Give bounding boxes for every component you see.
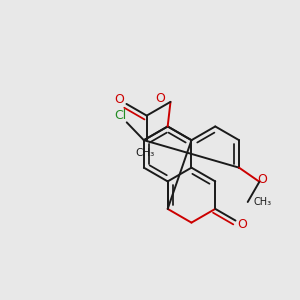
Text: CH₃: CH₃ — [135, 148, 154, 158]
Text: Cl: Cl — [114, 109, 126, 122]
Text: O: O — [114, 93, 124, 106]
Text: O: O — [257, 173, 267, 186]
Text: O: O — [156, 92, 166, 105]
Text: CH₃: CH₃ — [254, 197, 272, 207]
Text: O: O — [237, 218, 247, 231]
